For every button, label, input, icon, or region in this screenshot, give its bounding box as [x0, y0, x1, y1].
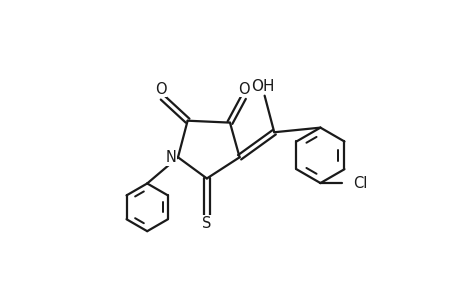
Text: N: N [165, 150, 176, 165]
Text: OH: OH [251, 79, 274, 94]
Text: O: O [237, 82, 249, 97]
Text: S: S [202, 216, 211, 231]
Text: O: O [155, 82, 166, 97]
Text: Cl: Cl [353, 176, 367, 190]
